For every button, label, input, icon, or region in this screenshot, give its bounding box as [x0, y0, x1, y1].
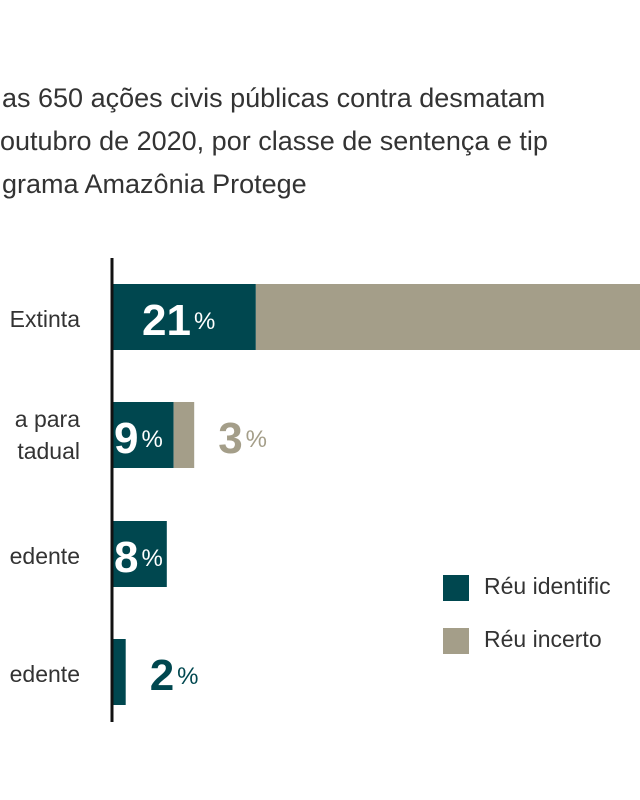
legend-swatch — [443, 628, 469, 654]
value-label: 8% — [114, 533, 163, 582]
title-line: grama Amazônia Protege — [2, 169, 307, 199]
bar-segment — [173, 402, 195, 468]
title-line: outubro de 2020, por classe de sentença … — [0, 126, 548, 156]
value-label: 9% — [114, 414, 163, 463]
title-line: as 650 ações civis públicas contra desma… — [2, 83, 545, 113]
category-label: edente — [10, 543, 80, 569]
value-label: 3% — [218, 414, 267, 463]
bar-segment — [112, 284, 256, 350]
category-label: Extinta — [10, 306, 81, 332]
bar-segment — [255, 284, 640, 350]
category-label: edente — [10, 661, 80, 687]
bar-segment — [112, 521, 167, 587]
value-label: 21% — [142, 296, 215, 345]
bar-segment — [112, 402, 174, 468]
legend-swatch — [443, 575, 469, 601]
value-label: 2% — [150, 651, 199, 700]
legend-label: Réu identific — [484, 573, 611, 599]
category-label: tadual — [17, 438, 80, 464]
bar-segment — [112, 639, 126, 705]
legend-label: Réu incerto — [484, 626, 602, 652]
category-label: a para — [15, 406, 80, 432]
